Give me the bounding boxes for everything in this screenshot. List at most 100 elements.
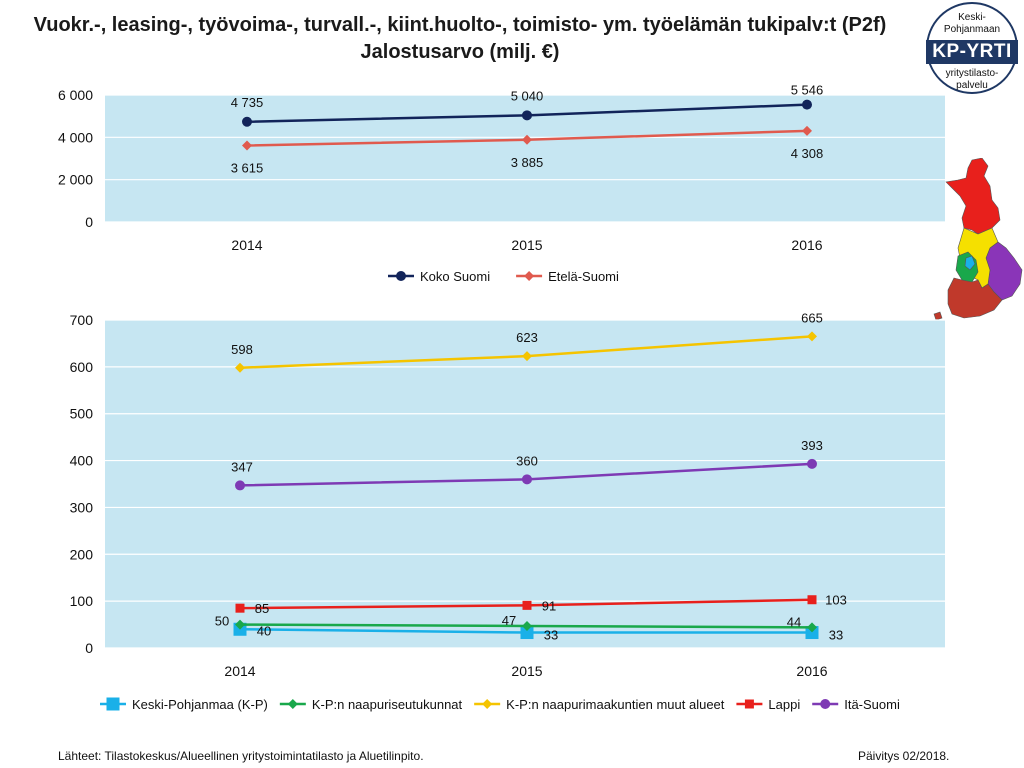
bottom-chart-legend-swatch-k-p-n-naapurimaakuntien-muut-alueet-marker	[482, 699, 493, 709]
chart-title-line-2: Jalostusarvo (milj. €)	[360, 41, 560, 63]
bottom-chart-y-tick-label: 0	[85, 640, 93, 656]
bottom-chart-data-label-it-suomi: 347	[231, 459, 253, 474]
top-chart-data-point-koko-suomi	[802, 99, 812, 110]
logo-band: KP-YRTI	[926, 40, 1018, 64]
bottom-chart-legend-label-k-p-n-naapurimaakuntien-muut-alueet: K-P:n naapurimaakuntien muut alueet	[506, 697, 725, 712]
bottom-chart-series-lappi: 85 91 103	[235, 593, 847, 616]
top-chart-data-label-koko-suomi: 5 546	[791, 83, 824, 98]
logo-bottom-line-1: yritystilasto-	[945, 68, 999, 79]
bottom-chart-data-label-k-p-n-naapurimaakuntien-muut-alueet: 665	[801, 310, 823, 325]
map-region-keski-pohjanmaa	[964, 255, 976, 271]
bottom-chart-series-k-p-n-naapurimaakuntien-muut-alueet: 598 623 665	[231, 310, 823, 373]
bottom-chart-data-point-keski-pohjanmaa-k-p	[805, 626, 819, 640]
bottom-chart-plot-area	[105, 320, 945, 648]
bottom-chart-y-tick-label: 500	[70, 406, 94, 422]
bottom-chart-y-tick-label: 400	[70, 453, 94, 469]
top-chart-y-tick-label: 4 000	[58, 129, 93, 145]
top-chart-x-tick-label: 2016	[791, 237, 822, 253]
top-chart-data-point-koko-suomi	[242, 116, 252, 127]
chart-title-line-1: Vuokr.-, leasing-, työvoima-, turvall.-,…	[33, 14, 887, 36]
top-chart-y-tick-label: 6 000	[58, 87, 93, 103]
top-chart-data-point-etel-suomi	[522, 134, 532, 145]
bottom-chart-legend-swatch-lappi	[736, 699, 763, 709]
bottom-chart-legend: Keski-Pohjanmaa (K-P) K-P:n naapuriseutuk…	[100, 697, 900, 712]
bottom-chart-data-label-k-p-n-naapurimaakuntien-muut-alueet: 623	[516, 330, 538, 345]
bottom-chart-data-point-k-p-n-naapuriseutukunnat	[807, 622, 817, 633]
top-chart-legend-swatch-etel-suomi	[516, 271, 543, 281]
bottom-chart-legend-swatch-keski-pohjanmaa-k-p	[100, 697, 126, 711]
bottom-chart-y-tick-label: 300	[70, 499, 94, 515]
bottom-chart-data-point-k-p-n-naapuriseutukunnat	[522, 620, 532, 631]
bottom-chart-legend-swatch-k-p-n-naapuriseutukunnat-marker	[287, 699, 298, 709]
map-region-ahvenanmaa	[933, 311, 943, 321]
logo-top-text: Keski- Pohjanmaan	[928, 12, 1016, 36]
bottom-chart-data-point-it-suomi	[807, 458, 817, 469]
logo-top-line-1: Keski-	[958, 12, 986, 23]
top-chart-x-tick-label: 2015	[511, 237, 542, 253]
top-chart-data-label-etel-suomi: 3 885	[511, 155, 544, 170]
bottom-chart-series-it-suomi: 347 360 393	[231, 438, 823, 491]
bottom-chart-data-point-it-suomi	[235, 480, 245, 491]
top-chart-y-tick-label: 0	[85, 214, 93, 230]
bottom-chart-data-label-k-p-n-naapuriseutukunnat: 47	[502, 613, 516, 628]
bottom-chart-data-label-lappi: 91	[542, 598, 556, 613]
bottom-chart-legend-label-lappi: Lappi	[768, 697, 800, 712]
top-chart-data-label-etel-suomi: 3 615	[231, 160, 264, 175]
bottom-chart-data-label-lappi: 103	[825, 593, 847, 608]
chart-title: Vuokr.-, leasing-, työvoima-, turvall.-,…	[20, 12, 900, 66]
top-chart-x-tick-label: 2014	[231, 237, 262, 253]
bottom-chart-data-point-it-suomi	[522, 474, 532, 485]
map-region-etela-suomi	[947, 277, 1003, 319]
bottom-chart-y-tick-label: 100	[70, 593, 94, 609]
bottom-chart-data-point-keski-pohjanmaa-k-p	[520, 626, 534, 640]
bottom-chart-data-label-keski-pohjanmaa-k-p: 33	[829, 628, 843, 643]
bottom-chart-x-tick-label: 2014	[224, 663, 255, 679]
logo-bottom-line-2: palvelu	[956, 80, 988, 91]
top-chart-legend-label-etel-suomi: Etelä-Suomi	[548, 269, 619, 284]
bottom-chart-y-tick-label: 200	[70, 546, 94, 562]
map-region-lappi	[945, 158, 1001, 235]
top-chart-data-point-etel-suomi	[242, 140, 252, 151]
bottom-chart-legend-swatch-k-p-n-naapurimaakuntien-muut-alueet	[474, 699, 501, 709]
bottom-chart-x-tick-label: 2015	[511, 663, 542, 679]
logo-bottom-text: yritystilasto- palvelu	[928, 68, 1016, 92]
bottom-chart-legend-swatch-keski-pohjanmaa-k-p-marker	[106, 697, 120, 711]
bottom-chart-data-label-it-suomi: 393	[801, 438, 823, 453]
top-chart-series-koko-suomi: 4 735 5 040 5 546	[231, 83, 824, 127]
top-chart-y-tick-label: 2 000	[58, 172, 93, 188]
bottom-chart-data-label-keski-pohjanmaa-k-p: 33	[544, 628, 558, 643]
bottom-chart-legend-swatch-it-suomi-marker	[820, 699, 831, 709]
bottom-chart-y-tick-label: 600	[70, 359, 94, 375]
top-chart-legend-swatch-etel-suomi-marker	[524, 271, 535, 281]
bottom-chart-legend-label-k-p-n-naapuriseutukunnat: K-P:n naapuriseutukunnat	[312, 697, 463, 712]
bottom-chart-x-tick-label: 2016	[796, 663, 827, 679]
bottom-chart-legend-swatch-k-p-n-naapuriseutukunnat	[279, 699, 306, 709]
bottom-chart-legend-label-it-suomi: Itä-Suomi	[844, 697, 900, 712]
source-note: Lähteet: Tilastokeskus/Alueellinen yrity…	[58, 749, 424, 763]
top-line-chart: 0 2 000 4 000 6 000 2014 2015 2016 4 735 5 040 5 …	[58, 83, 945, 284]
bottom-chart-data-point-k-p-n-naapurimaakuntien-muut-alueet	[522, 351, 532, 362]
bottom-chart-data-point-k-p-n-naapuriseutukunnat	[235, 619, 245, 630]
update-note: Päivitys 02/2018.	[858, 749, 950, 763]
finland-regions-map-icon	[933, 158, 1023, 321]
bottom-chart-data-point-lappi	[522, 600, 532, 610]
top-chart-series-etel-suomi: 3 615 3 885 4 308	[231, 125, 824, 175]
bottom-chart-series-k-p-n-naapuriseutukunnat: 50 47 44	[215, 613, 817, 633]
bottom-chart-legend-swatch-lappi-marker	[744, 699, 754, 709]
top-chart-data-label-etel-suomi: 4 308	[791, 146, 824, 161]
bottom-chart-data-point-lappi	[235, 603, 245, 613]
bottom-chart-data-label-it-suomi: 360	[516, 453, 538, 468]
bottom-chart-data-label-k-p-n-naapuriseutukunnat: 50	[215, 614, 229, 629]
bottom-chart-data-label-k-p-n-naapurimaakuntien-muut-alueet: 598	[231, 342, 253, 357]
bottom-chart-y-tick-label: 700	[70, 312, 94, 328]
top-chart-legend-swatch-koko-suomi	[388, 271, 414, 281]
top-chart-data-label-koko-suomi: 4 735	[231, 95, 264, 110]
top-chart-legend: Koko Suomi Etelä-Suomi	[388, 269, 619, 284]
logo-top-line-2: Pohjanmaan	[943, 24, 1001, 35]
bottom-chart-data-point-lappi	[807, 595, 817, 605]
bottom-chart-legend-swatch-it-suomi	[812, 699, 839, 709]
bottom-line-chart: 0 100 200 300 400 500 600 700 2014 2015 2016 40 33 33…	[70, 310, 945, 712]
top-chart-data-label-koko-suomi: 5 040	[511, 88, 544, 103]
bottom-chart-data-label-keski-pohjanmaa-k-p: 40	[257, 623, 271, 638]
kp-yrti-logo: Keski- Pohjanmaan KP-YRTI yritystilasto-…	[926, 2, 1018, 94]
